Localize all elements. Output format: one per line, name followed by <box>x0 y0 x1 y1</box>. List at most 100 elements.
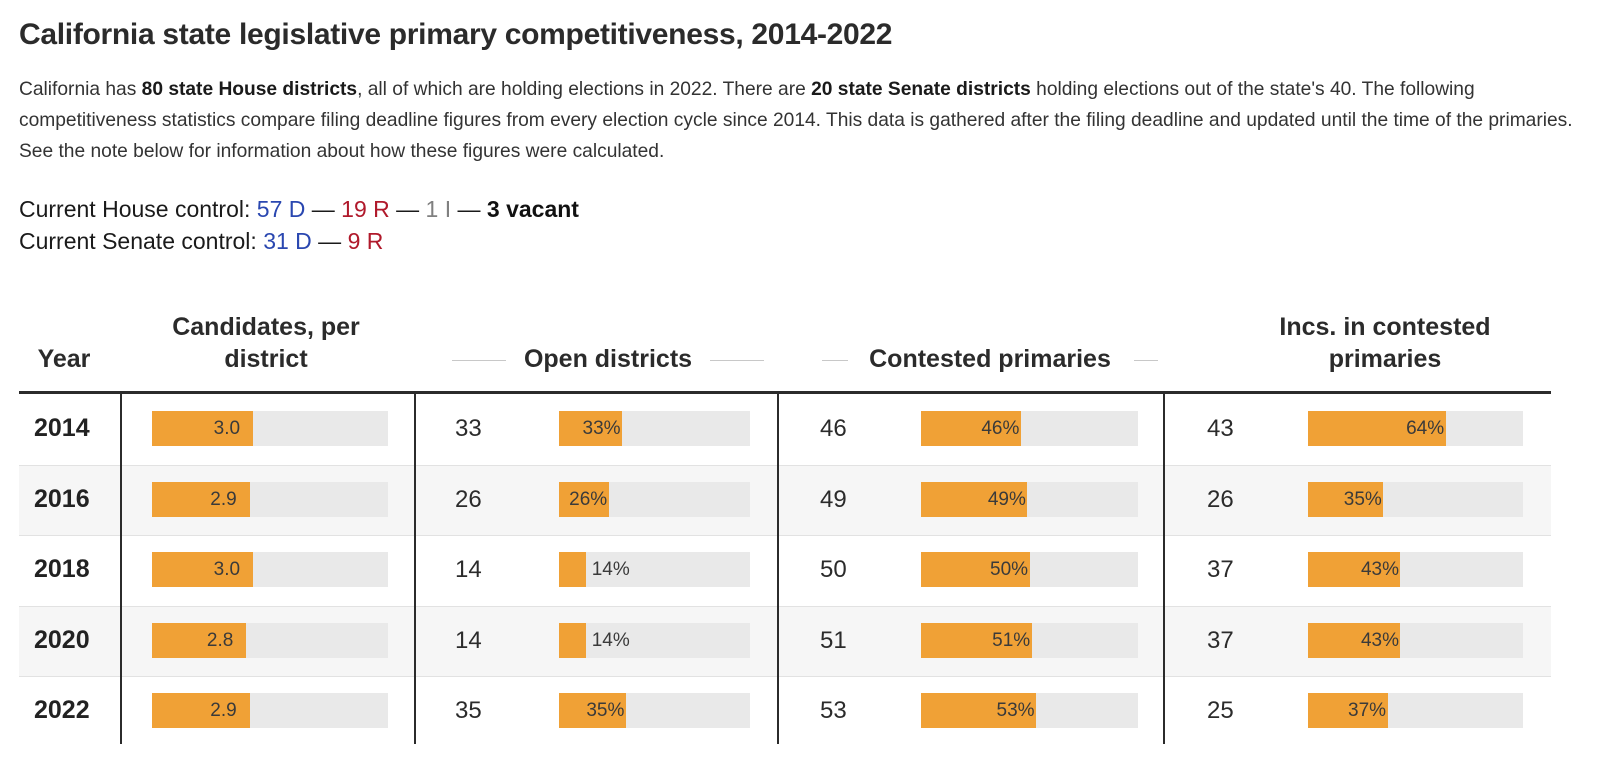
senate-control: Current Senate control: 31 D — 9 R <box>19 228 383 255</box>
candidates-bar <box>152 693 250 728</box>
intro-text-1: California has <box>19 79 142 100</box>
contested-primaries-count: 50 <box>820 556 847 583</box>
year-cell: 2020 <box>34 625 90 654</box>
table-row: 2014 3.0 33 33% 46 46% 43 64% <box>19 394 1551 464</box>
candidates-track: 3.0 <box>152 411 388 446</box>
separator: — <box>451 196 487 222</box>
year-cell: 2022 <box>34 696 90 724</box>
open-districts-bar <box>559 552 586 587</box>
year-cell: 2014 <box>34 414 90 442</box>
candidates-track: 2.9 <box>152 693 388 728</box>
intro-text-3: holding elections out of the state's 40.… <box>19 79 1573 162</box>
incs-contested-track: 37% <box>1308 693 1523 728</box>
column-header-incs-contested: Incs. in contested primaries <box>1279 313 1491 373</box>
intro-text-2: , all of which are holding elections in … <box>357 79 812 100</box>
incs-contested-track: 43% <box>1308 622 1523 658</box>
open-districts-label: 14% <box>591 559 630 580</box>
intro-paragraph: California has 80 state House districts,… <box>19 74 1584 167</box>
contested-primaries-track: 50% <box>921 552 1138 587</box>
open-districts-count: 33 <box>455 415 482 442</box>
open-districts-bar <box>559 411 623 446</box>
separator: — <box>389 196 426 222</box>
candidates-bar <box>152 481 250 517</box>
open-districts-label: 35% <box>586 700 625 721</box>
candidates-bar <box>152 552 254 587</box>
open-districts-label: 14% <box>591 629 630 651</box>
page-title: California state legislative primary com… <box>19 18 893 51</box>
open-districts-label: 33% <box>582 418 621 439</box>
contested-primaries-track: 46% <box>921 411 1138 446</box>
contested-primaries-track: 51% <box>921 622 1138 658</box>
table-row: 2020 2.8 14 14% 51 51% 37 43% <box>19 605 1551 676</box>
contested-primaries-track: 49% <box>921 481 1138 517</box>
header-rule-right <box>710 360 764 361</box>
incs-contested-track: 64% <box>1308 411 1523 446</box>
contested-primaries-label: 50% <box>990 559 1029 580</box>
contested-primaries-label: 53% <box>996 700 1035 721</box>
open-districts-count: 26 <box>455 485 482 513</box>
table-row: 2016 2.9 26 26% 49 49% 26 35% <box>19 464 1551 535</box>
candidates-bar <box>152 411 254 446</box>
contested-primaries-track: 53% <box>921 693 1138 728</box>
column-divider <box>1163 394 1165 744</box>
column-divider <box>414 394 416 744</box>
incs-contested-track: 43% <box>1308 552 1523 587</box>
incs-contested-label: 43% <box>1360 629 1399 651</box>
incs-contested-label: 37% <box>1348 700 1387 721</box>
contested-primaries-count: 49 <box>820 485 847 513</box>
contested-primaries-count: 51 <box>820 626 847 654</box>
candidates-label: 2.8 <box>206 629 234 651</box>
candidates-label: 3.0 <box>213 418 241 439</box>
row-divider <box>19 676 1551 677</box>
column-divider <box>777 394 779 744</box>
header-rule-left <box>452 360 506 361</box>
separator: — <box>305 196 342 222</box>
contested-primaries-count: 53 <box>820 697 847 724</box>
candidates-label: 3.0 <box>213 559 241 580</box>
table-row: 2022 2.9 35 35% 53 53% 25 37% <box>19 676 1551 746</box>
incs-contested-count: 37 <box>1207 626 1234 654</box>
open-districts-track: 26% <box>559 481 750 517</box>
incs-contested-bar <box>1308 481 1384 517</box>
open-districts-count: 14 <box>455 556 482 583</box>
house-control-label: Current House control: <box>19 196 257 222</box>
contested-primaries-label: 46% <box>981 418 1020 439</box>
house-vacant-count: 3 vacant <box>486 196 579 222</box>
open-districts-track: 35% <box>559 693 750 728</box>
column-header-year: Year <box>37 345 91 373</box>
incs-contested-track: 35% <box>1308 481 1523 517</box>
incs-contested-bar <box>1308 622 1401 658</box>
header-rule-right <box>1134 360 1158 361</box>
candidates-track: 2.8 <box>152 622 388 658</box>
incs-contested-count: 26 <box>1207 485 1234 513</box>
row-divider <box>19 464 1551 466</box>
year-cell: 2016 <box>34 484 90 513</box>
header-rule-left <box>822 360 848 361</box>
table-row: 2018 3.0 14 14% 50 50% 37 43% <box>19 535 1551 605</box>
row-divider <box>19 535 1551 536</box>
incs-contested-count: 43 <box>1207 415 1234 442</box>
column-header-open-districts: Open districts <box>523 345 693 373</box>
contested-primaries-label: 49% <box>987 488 1026 510</box>
open-districts-bar <box>559 693 626 728</box>
candidates-label: 2.9 <box>210 488 237 510</box>
column-header-contested: Contested primaries <box>869 345 1111 373</box>
candidates-track: 2.9 <box>152 481 388 517</box>
open-districts-track: 14% <box>559 552 750 587</box>
open-districts-bar <box>559 481 609 517</box>
incs-contested-bar <box>1308 411 1446 446</box>
incs-contested-label: 43% <box>1360 559 1399 580</box>
incs-contested-bar <box>1308 552 1401 587</box>
house-control: Current House control: 57 D — 19 R — 1 I… <box>19 196 579 223</box>
open-districts-bar <box>559 622 586 658</box>
candidates-bar <box>152 622 247 658</box>
open-districts-label: 26% <box>569 488 608 510</box>
intro-bold-house: 80 state House districts <box>141 79 358 100</box>
year-cell: 2018 <box>34 555 90 583</box>
contested-primaries-bar <box>921 411 1021 446</box>
contested-primaries-bar <box>921 622 1032 658</box>
column-header-candidates: Candidates, per district <box>172 313 360 373</box>
contested-primaries-count: 46 <box>820 415 847 442</box>
header-divider <box>19 391 1551 394</box>
intro-bold-senate: 20 state Senate districts <box>811 79 1031 100</box>
